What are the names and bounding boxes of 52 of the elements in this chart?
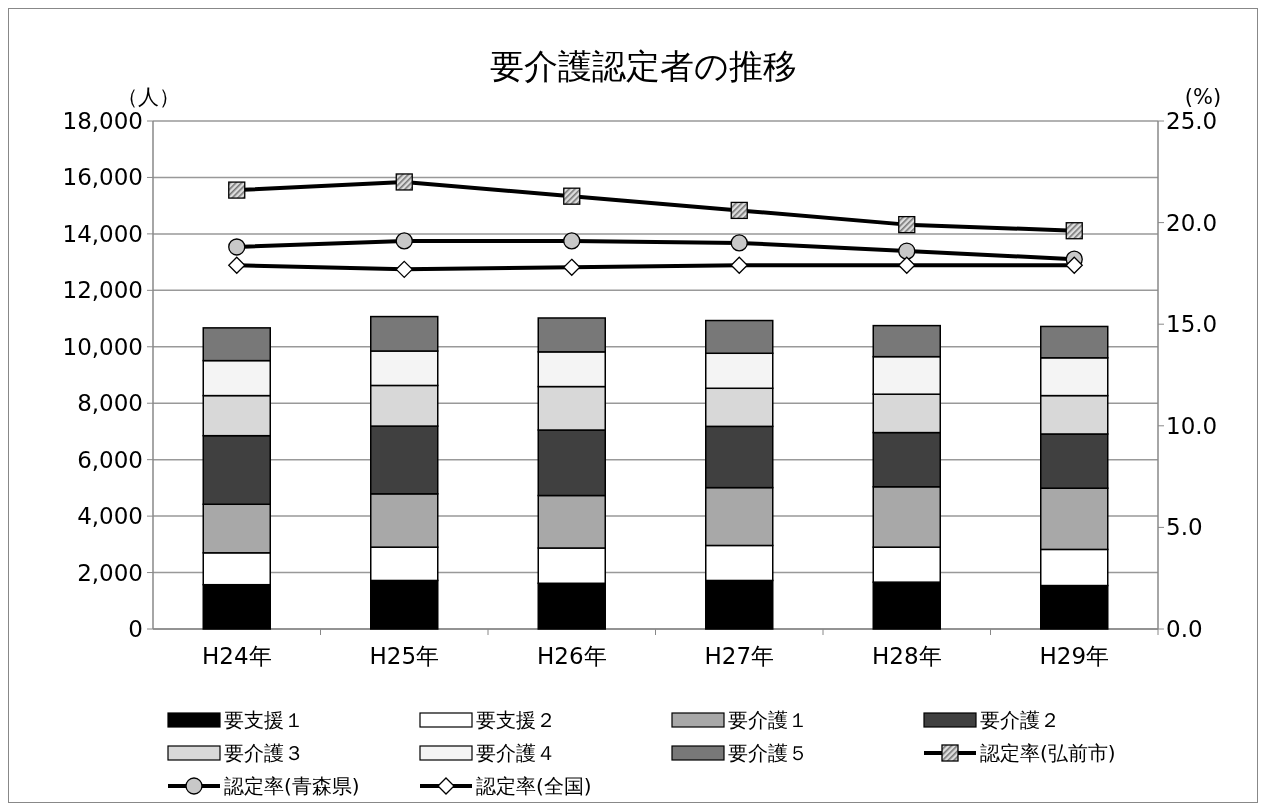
legend-label: 要介護４ bbox=[476, 741, 556, 765]
legend-label: 要介護２ bbox=[980, 708, 1060, 732]
point bbox=[563, 232, 581, 250]
legend-label: 要支援１ bbox=[224, 708, 304, 732]
point bbox=[228, 256, 246, 274]
x-tick-label: H27年 bbox=[704, 643, 775, 669]
legend-label: 認定率(青森県) bbox=[224, 774, 360, 798]
y-tick-label: 16,000 bbox=[62, 164, 143, 191]
legend-label: 要介護１ bbox=[728, 708, 808, 732]
y-tick-label: 8,000 bbox=[77, 390, 143, 417]
y-tick-label: 14,000 bbox=[62, 220, 143, 247]
y2-tick-label: 0.0 bbox=[1166, 616, 1203, 642]
point bbox=[395, 260, 413, 278]
y-tick-label: 4,000 bbox=[77, 503, 143, 530]
chart-title: 要介護認定者の推移 bbox=[489, 46, 797, 86]
y-tick-label: 6,000 bbox=[77, 446, 143, 473]
point bbox=[730, 256, 748, 274]
point bbox=[228, 238, 246, 256]
x-tick-label: H24年 bbox=[201, 643, 272, 669]
point bbox=[1065, 222, 1083, 240]
point bbox=[730, 201, 748, 220]
point bbox=[395, 173, 413, 191]
legend-label: 認定率(全国) bbox=[476, 774, 592, 798]
y2-tick-label: 5.0 bbox=[1166, 514, 1203, 541]
y2-tick-label: 10.0 bbox=[1166, 412, 1218, 439]
x-tick-label: H28年 bbox=[871, 643, 942, 669]
x-tick-label: H25年 bbox=[369, 643, 440, 669]
y2-tick-label: 25.0 bbox=[1166, 108, 1218, 134]
point bbox=[898, 215, 916, 234]
y-tick-label: 2,000 bbox=[77, 559, 143, 586]
point bbox=[563, 187, 581, 205]
point bbox=[730, 234, 748, 252]
y2-axis-title: (%) bbox=[1184, 85, 1222, 109]
point bbox=[395, 232, 413, 250]
point bbox=[898, 242, 916, 260]
y-tick-label: 0 bbox=[128, 616, 143, 642]
y-axis-title: （人） bbox=[116, 85, 180, 109]
x-tick-label: H29年 bbox=[1039, 643, 1110, 669]
point bbox=[898, 256, 916, 274]
legend-label: 要介護３ bbox=[224, 741, 304, 765]
point bbox=[563, 258, 581, 276]
x-tick-label: H26年 bbox=[536, 643, 607, 669]
legend-label: 要支援２ bbox=[476, 708, 556, 732]
y-tick-label: 10,000 bbox=[62, 333, 143, 360]
y2-tick-label: 20.0 bbox=[1166, 209, 1218, 236]
point bbox=[228, 181, 246, 199]
y-tick-label: 12,000 bbox=[62, 277, 143, 304]
legend-label: 要介護５ bbox=[728, 741, 808, 765]
y2-tick-label: 15.0 bbox=[1166, 311, 1218, 338]
legend-label: 認定率(弘前市) bbox=[980, 741, 1116, 765]
y-tick-label: 18,000 bbox=[62, 108, 143, 134]
point bbox=[1065, 256, 1083, 274]
